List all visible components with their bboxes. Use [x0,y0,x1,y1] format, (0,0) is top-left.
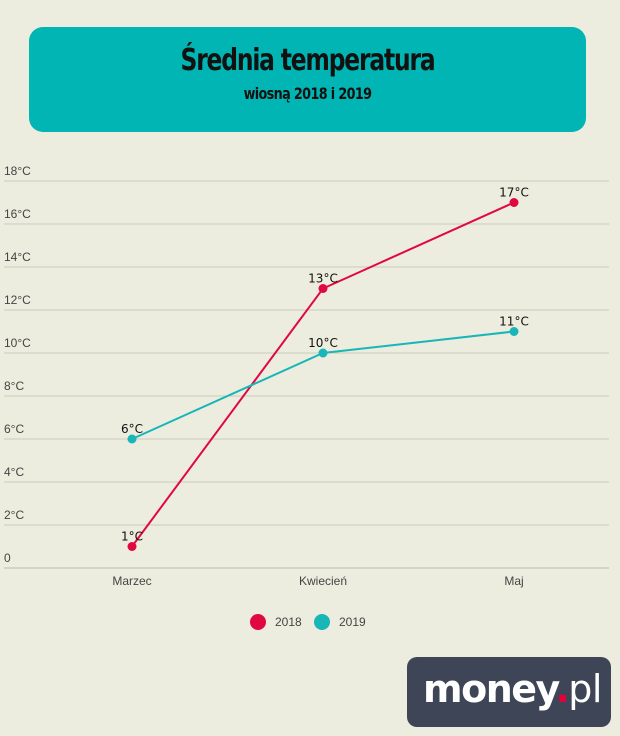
legend-marker [250,614,266,630]
y-tick-label: 12°C [4,293,31,307]
data-label: 17°C [499,186,529,200]
x-tick-label: Maj [504,574,523,588]
y-tick-label: 16°C [4,207,31,221]
x-tick-label: Marzec [112,574,151,588]
legend-label: 2019 [339,615,366,629]
data-label: 1°C [121,530,143,544]
legend-label: 2018 [275,615,302,629]
data-label: 6°C [121,422,143,436]
data-point [127,542,137,551]
y-tick-label: 8°C [4,379,24,393]
data-point [127,434,137,444]
chart-title: Średnia temperatura [180,43,436,78]
series-line-2018 [131,201,515,548]
data-point [509,327,519,336]
money-pl-logo: money.pl [407,657,611,727]
data-point [318,284,328,293]
x-tick-label: Kwiecień [299,574,347,588]
y-tick-label: 4°C [4,465,24,479]
y-tick-label: 0 [4,551,11,565]
data-label: 11°C [499,315,529,329]
y-tick-label: 18°C [4,164,31,178]
logo-text: money.pl [423,667,602,711]
legend-marker [314,614,330,630]
data-point [509,198,519,207]
data-point [318,348,328,358]
y-tick-label: 6°C [4,422,24,436]
data-label: 13°C [308,272,338,286]
data-label: 10°C [308,336,338,350]
y-tick-label: 2°C [4,508,24,522]
y-tick-label: 10°C [4,336,31,350]
title-banner: Średnia temperatura wiosną 2018 i 2019 [29,27,586,132]
chart-subtitle: wiosną 2018 i 2019 [243,84,373,103]
y-tick-label: 14°C [4,250,31,264]
